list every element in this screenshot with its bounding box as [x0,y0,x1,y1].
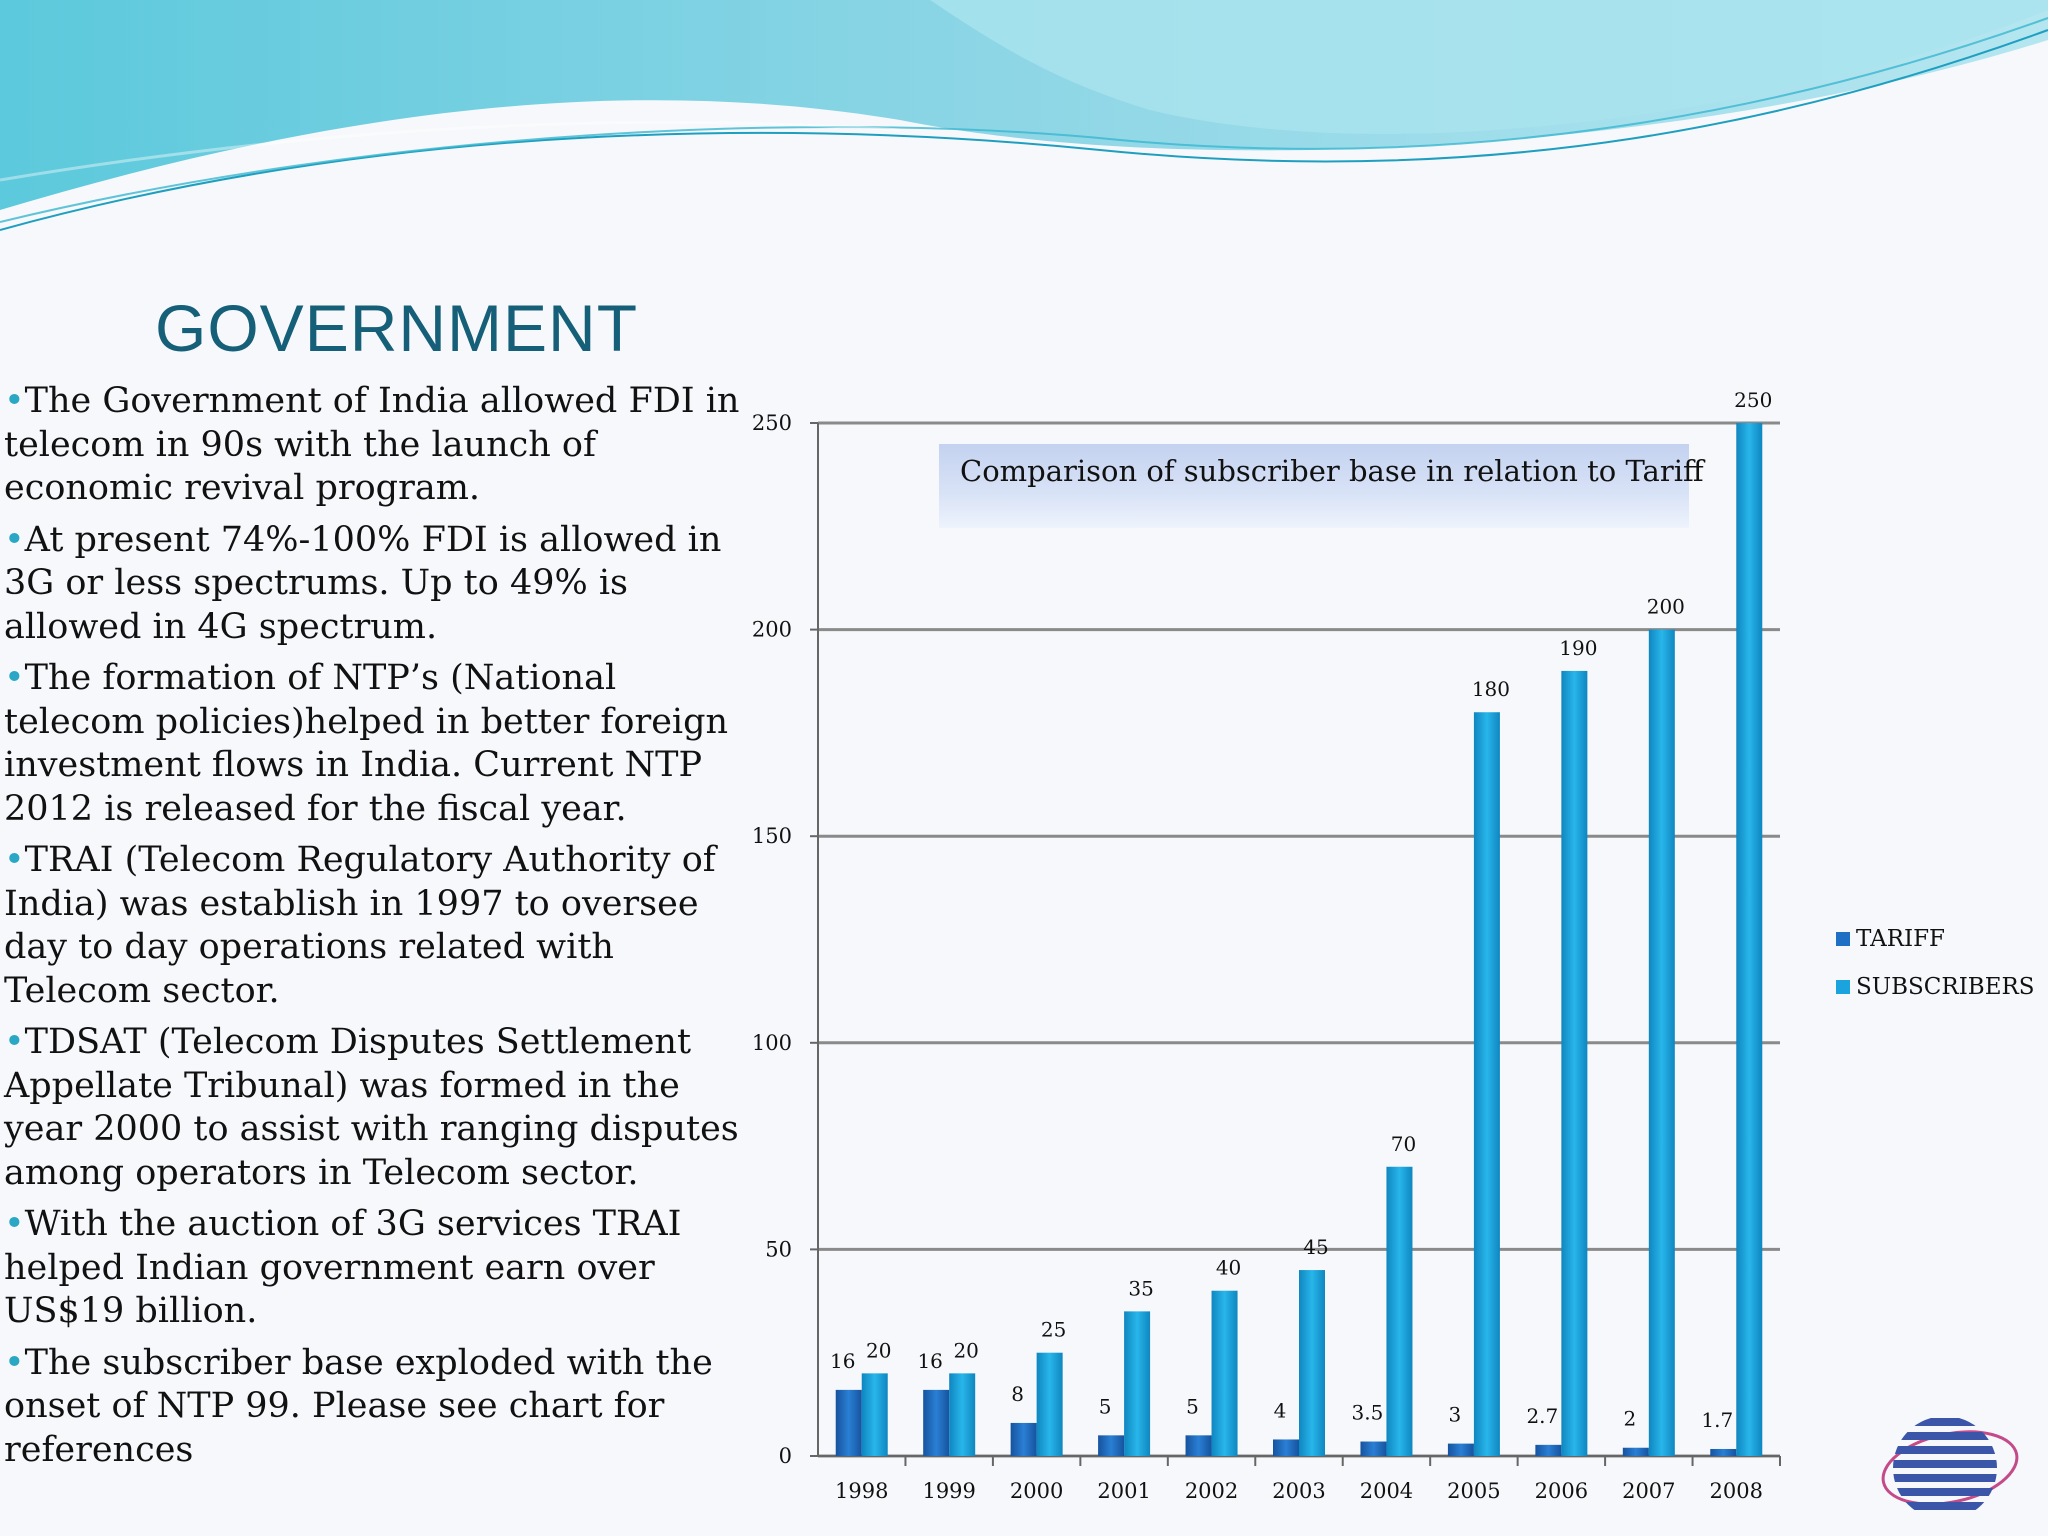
bullet-dot: • [4,658,25,698]
legend-item-subscribers: SUBSCRIBERS [1836,963,2035,1011]
subscribers-data-label: 25 [1041,1318,1066,1342]
bullet-item: •The Government of India allowed FDI in … [4,380,764,511]
subscribers-data-label: 40 [1216,1256,1241,1280]
bullet-dot: • [4,519,25,560]
y-tick-label: 200 [752,618,792,642]
subscribers-bar [949,1373,976,1456]
bullet-item: •The formation of NTP’s (National teleco… [4,657,764,831]
subscribers-bar [1386,1166,1413,1456]
subscribers-bar [1736,423,1763,1456]
y-tick-label: 250 [752,411,792,435]
tariff-bar [1273,1439,1299,1456]
tariff-data-label: 5 [1099,1394,1112,1418]
x-tick-label: 2005 [1447,1479,1500,1503]
tariff-data-label: 3 [1449,1403,1462,1427]
subscribers-data-label: 190 [1559,636,1597,660]
bullet-dot: • [4,1204,25,1244]
tariff-bar [1098,1435,1125,1456]
bullet-item: •With the auction of 3G services TRAI he… [4,1203,764,1334]
subscribers-bar [1561,670,1588,1456]
tariff-data-label: 16 [917,1349,942,1373]
subscribers-data-label: 180 [1472,677,1510,701]
tariff-data-label: 16 [830,1349,855,1373]
x-tick-label: 1999 [922,1479,975,1503]
tariff-data-label: 4 [1274,1398,1287,1422]
tariff-bar [1622,1447,1649,1456]
tariff-data-label: 3.5 [1352,1401,1384,1425]
subscribers-data-label: 250 [1734,388,1772,412]
subscribers-bar [1299,1270,1325,1456]
bullet-dot: • [4,1342,25,1383]
subscribers-data-label: 45 [1303,1235,1328,1259]
subscribers-data-label: 70 [1391,1132,1416,1156]
tariff-bar [1447,1443,1474,1456]
legend-label-subscribers: SUBSCRIBERS [1856,974,2035,1000]
tariff-bar [835,1389,862,1456]
tariff-data-label: 8 [1011,1382,1024,1406]
subscribers-data-label: 20 [866,1338,891,1362]
legend-item-tariff: TARIFF [1836,915,2035,963]
bullet-item: •At present 74%-100% FDI is allowed in 3… [4,519,764,650]
legend-swatch-tariff [1836,932,1850,946]
x-tick-label: 1998 [835,1479,888,1503]
bullet-dot: • [4,1022,25,1062]
x-tick-label: 2002 [1185,1479,1238,1503]
bullet-text: The Government of India allowed FDI in t… [4,381,740,508]
tariff-bar [1710,1448,1737,1456]
bullet-text: TRAI (Telecom Regulatory Authority of In… [4,840,716,1011]
bullet-text: At present 74%-100% FDI is allowed in 3G… [4,519,722,647]
bullet-dot: • [4,381,25,421]
tariff-bar [923,1389,950,1456]
subscribers-bar [861,1373,888,1456]
bullet-item: •The subscriber base exploded with the o… [4,1342,764,1473]
tariff-data-label: 2.7 [1526,1404,1558,1428]
tariff-bar [1535,1444,1562,1456]
legend-label-tariff: TARIFF [1856,926,1946,952]
x-tick-label: 2007 [1622,1479,1675,1503]
legend-swatch-subscribers [1836,980,1850,994]
chart-legend: TARIFF SUBSCRIBERS [1836,915,2035,1011]
company-logo [1881,1418,2019,1510]
subscribers-bar [1473,712,1500,1456]
bullet-text: TDSAT (Telecom Disputes Settlement Appel… [4,1022,739,1193]
bullet-text: The subscriber base exploded with the on… [4,1342,713,1470]
y-tick-label: 0 [779,1444,792,1468]
x-tick-label: 2001 [1097,1479,1150,1503]
tariff-bar [1360,1441,1387,1456]
bullet-item: •TDSAT (Telecom Disputes Settlement Appe… [4,1021,764,1195]
subscribers-data-label: 200 [1647,595,1685,619]
slide-title: GOVERNMENT [155,291,639,365]
y-tick-label: 100 [752,1031,792,1055]
bullet-item: •TRAI (Telecom Regulatory Authority of I… [4,839,764,1013]
subscribers-bar [1648,629,1675,1456]
subscribers-bar [1211,1290,1238,1456]
y-tick-label: 150 [752,824,792,848]
header-wave-decoration [0,0,2048,231]
subscribers-bar [1124,1311,1151,1456]
bullet-dot: • [4,840,25,880]
subscribers-bar [1036,1352,1063,1456]
x-tick-label: 2000 [1010,1479,1063,1503]
x-tick-label: 2006 [1535,1479,1588,1503]
tariff-data-label: 2 [1623,1407,1636,1431]
tariff-bar [1010,1422,1037,1456]
chart-title: Comparison of subscriber base in relatio… [939,444,1704,528]
tariff-data-label: 5 [1186,1394,1199,1418]
subscribers-data-label: 35 [1128,1276,1153,1300]
bullet-text: The formation of NTP’s (National telecom… [4,658,729,829]
tariff-bar [1185,1435,1212,1456]
x-tick-label: 2004 [1360,1479,1413,1503]
bullet-text: With the auction of 3G services TRAI hel… [4,1204,682,1331]
tariff-data-label: 1.7 [1701,1408,1733,1432]
x-tick-label: 2008 [1710,1479,1763,1503]
y-tick-label: 50 [765,1237,792,1261]
bullet-list: •The Government of India allowed FDI in … [4,380,764,1480]
x-tick-label: 2003 [1272,1479,1325,1503]
subscribers-data-label: 20 [953,1338,978,1362]
